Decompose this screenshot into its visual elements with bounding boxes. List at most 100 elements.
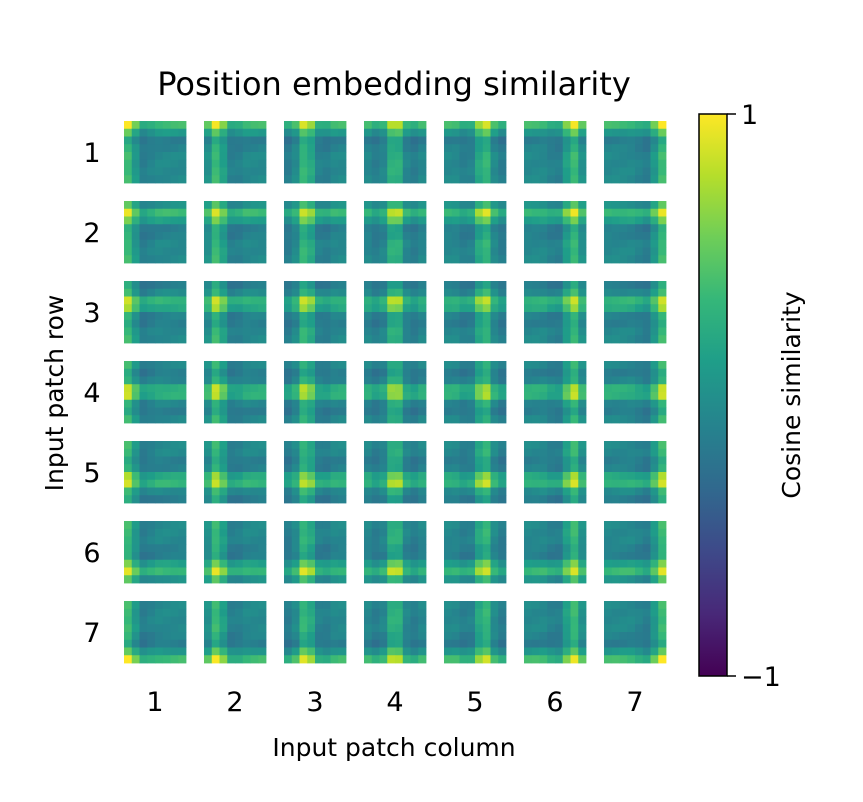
similarity-cell bbox=[330, 441, 339, 450]
similarity-cell bbox=[459, 167, 468, 176]
similarity-cell bbox=[562, 441, 571, 450]
similarity-cell bbox=[619, 247, 628, 256]
similarity-cell bbox=[371, 521, 380, 530]
similarity-cell bbox=[611, 567, 620, 576]
similarity-cell bbox=[235, 335, 244, 344]
similarity-cell bbox=[338, 384, 347, 393]
similarity-cell bbox=[451, 152, 460, 161]
similarity-cell bbox=[242, 152, 251, 161]
row-tick-label: 4 bbox=[83, 378, 100, 409]
similarity-cell bbox=[219, 208, 228, 217]
similarity-cell bbox=[147, 464, 156, 473]
similarity-cell bbox=[155, 327, 164, 336]
similarity-cell bbox=[578, 288, 587, 297]
similarity-cell bbox=[451, 121, 460, 130]
similarity-cell bbox=[475, 152, 484, 161]
similarity-cell bbox=[604, 479, 613, 488]
similarity-cell bbox=[250, 479, 259, 488]
similarity-cell bbox=[490, 319, 499, 328]
similarity-cell bbox=[578, 232, 587, 241]
similarity-cell bbox=[364, 224, 373, 233]
similarity-cell bbox=[482, 456, 491, 465]
similarity-cell bbox=[451, 255, 460, 264]
similarity-cell bbox=[155, 304, 164, 313]
similarity-cell bbox=[211, 567, 220, 576]
similarity-cell bbox=[387, 159, 396, 168]
similarity-cell bbox=[250, 216, 259, 225]
row-tick-label: 6 bbox=[83, 538, 100, 569]
similarity-cell bbox=[124, 335, 133, 344]
similarity-cell bbox=[258, 559, 267, 568]
similarity-cell bbox=[475, 319, 484, 328]
similarity-cell bbox=[379, 487, 388, 496]
similarity-cell bbox=[410, 407, 419, 416]
similarity-cell bbox=[562, 392, 571, 401]
similarity-cell bbox=[395, 456, 404, 465]
similarity-cell bbox=[155, 415, 164, 424]
similarity-cell bbox=[562, 121, 571, 130]
similarity-cell bbox=[330, 575, 339, 584]
similarity-cell bbox=[284, 304, 293, 313]
similarity-cell bbox=[387, 536, 396, 545]
similarity-cell bbox=[604, 368, 613, 377]
similarity-cell bbox=[555, 407, 564, 416]
similarity-cell bbox=[322, 384, 331, 393]
similarity-cell bbox=[604, 472, 613, 481]
similarity-cell bbox=[371, 487, 380, 496]
similarity-cell bbox=[162, 487, 171, 496]
similarity-cell bbox=[650, 335, 659, 344]
similarity-cell bbox=[642, 399, 651, 408]
similarity-cell bbox=[475, 559, 484, 568]
similarity-cell bbox=[147, 128, 156, 137]
similarity-cell bbox=[418, 415, 427, 424]
similarity-cell bbox=[395, 536, 404, 545]
similarity-cell bbox=[211, 392, 220, 401]
similarity-cell bbox=[570, 128, 579, 137]
similarity-cell bbox=[498, 575, 507, 584]
similarity-cell bbox=[444, 464, 453, 473]
similarity-cell bbox=[315, 224, 324, 233]
similarity-cell bbox=[371, 464, 380, 473]
similarity-cell bbox=[371, 288, 380, 297]
similarity-cell bbox=[242, 624, 251, 633]
similarity-cell bbox=[204, 552, 213, 561]
similarity-cell bbox=[155, 368, 164, 377]
similarity-cell bbox=[227, 224, 236, 233]
similarity-cell bbox=[379, 575, 388, 584]
similarity-cell bbox=[650, 472, 659, 481]
similarity-cell bbox=[124, 399, 133, 408]
similarity-cell bbox=[619, 399, 628, 408]
similarity-cell bbox=[531, 361, 540, 370]
similarity-cell bbox=[242, 167, 251, 176]
similarity-cell bbox=[459, 327, 468, 336]
similarity-cell bbox=[338, 407, 347, 416]
similarity-cell bbox=[418, 655, 427, 664]
similarity-cell bbox=[498, 296, 507, 305]
similarity-cell bbox=[307, 616, 316, 625]
similarity-cell bbox=[139, 224, 148, 233]
similarity-cell bbox=[242, 608, 251, 617]
similarity-cell bbox=[467, 152, 476, 161]
similarity-cell bbox=[371, 392, 380, 401]
similarity-cell bbox=[555, 521, 564, 530]
similarity-cell bbox=[299, 319, 308, 328]
similarity-cell bbox=[258, 255, 267, 264]
similarity-cell bbox=[204, 232, 213, 241]
similarity-cell bbox=[604, 415, 613, 424]
similarity-cell bbox=[604, 632, 613, 641]
similarity-cell bbox=[147, 239, 156, 248]
similarity-cell bbox=[604, 575, 613, 584]
similarity-cell bbox=[204, 456, 213, 465]
similarity-cell bbox=[299, 167, 308, 176]
similarity-cell bbox=[131, 495, 140, 504]
similarity-cell bbox=[604, 167, 613, 176]
similarity-cell bbox=[555, 361, 564, 370]
similarity-cell bbox=[570, 121, 579, 130]
similarity-cell bbox=[402, 601, 411, 610]
similarity-cell bbox=[570, 216, 579, 225]
similarity-cell bbox=[395, 201, 404, 210]
similarity-cell bbox=[444, 144, 453, 153]
similarity-cell bbox=[395, 647, 404, 656]
similarity-cell bbox=[291, 544, 300, 553]
similarity-cell bbox=[611, 479, 620, 488]
